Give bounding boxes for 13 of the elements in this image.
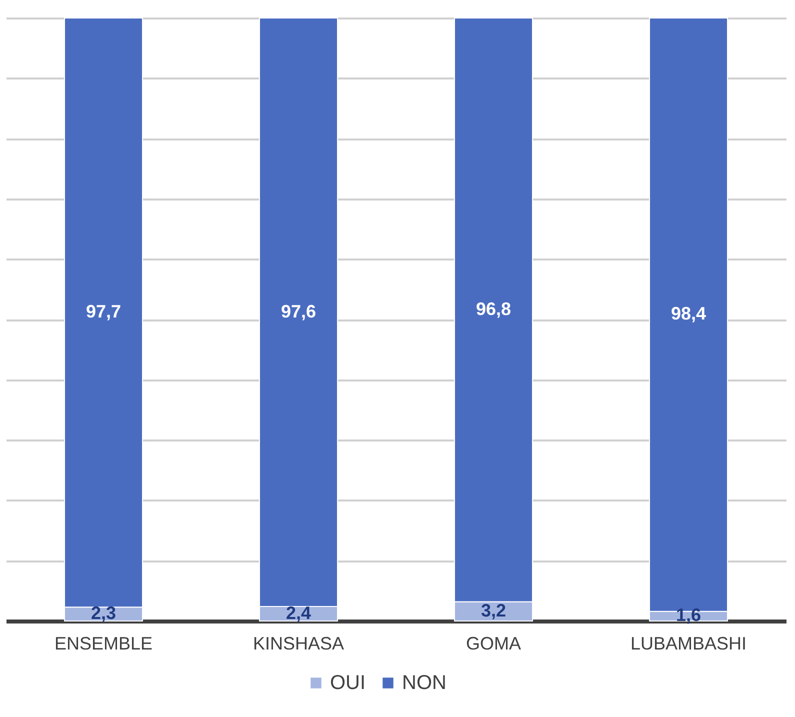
data-label: 3,2 bbox=[480, 600, 506, 620]
x-tick-label: ENSEMBLE bbox=[54, 634, 153, 654]
data-label: 98,4 bbox=[670, 304, 706, 324]
data-label: 97,6 bbox=[280, 301, 316, 322]
data-label: 2,3 bbox=[90, 603, 116, 624]
data-label: 2,4 bbox=[286, 602, 312, 623]
x-tick-label: LUBAMBASHI bbox=[630, 634, 747, 654]
x-tick-label: KINSHASA bbox=[252, 634, 344, 654]
data-label: 97,7 bbox=[86, 302, 122, 322]
data-label: 96,8 bbox=[476, 298, 512, 319]
legend-label: NON bbox=[402, 672, 446, 694]
x-tick-label: GOMA bbox=[466, 634, 522, 654]
legend-label: OUI bbox=[330, 672, 366, 694]
